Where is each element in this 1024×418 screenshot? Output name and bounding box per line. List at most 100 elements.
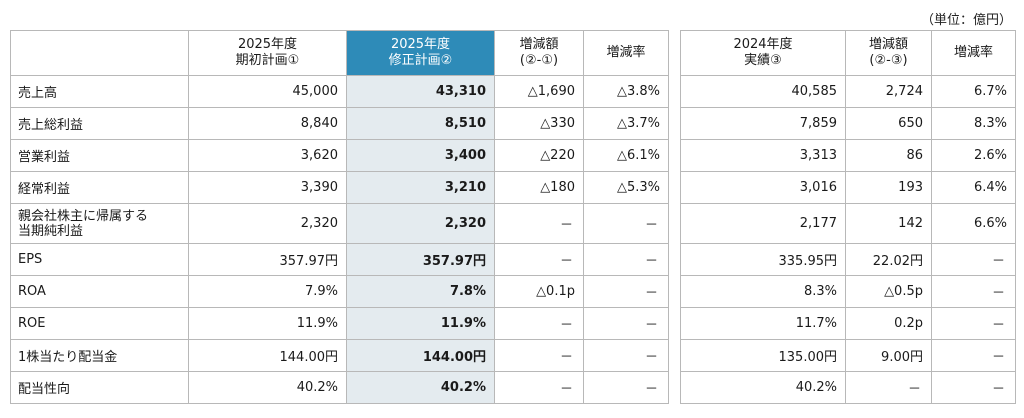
table-cell: 2,724 (845, 75, 932, 108)
table-cell: 11.7% (680, 307, 846, 340)
table-cell: 9.00円 (845, 339, 932, 372)
column-header: 2025年度 期初計画① (188, 30, 347, 76)
table-cell: 43,310 (346, 75, 495, 108)
column-header: 増減率 (583, 30, 669, 76)
table-cell: － (931, 275, 1016, 308)
table-cell: △180 (494, 171, 584, 204)
table-cell: 40,585 (680, 75, 846, 108)
row-label: 経常利益 (10, 171, 189, 204)
table-row: 売上高 45,000 43,310 △1,690 △3.8% (10, 75, 669, 108)
row-label: 親会社株主に帰属する 当期純利益 (10, 203, 189, 244)
table-row: ROA 7.9% 7.8% △0.1p － (10, 275, 669, 308)
table-row: 40,585 2,724 6.7% (680, 75, 1016, 108)
table-cell: 2,320 (346, 203, 495, 244)
table-cell: － (931, 243, 1016, 276)
table-cell: － (583, 371, 669, 404)
table-cell: 11.9% (188, 307, 347, 340)
prior-year-table-header: 2024年度 実績③ 増減額 (②-③) 増減率 (680, 30, 1016, 76)
table-cell: 3,390 (188, 171, 347, 204)
table-cell: 7.8% (346, 275, 495, 308)
table-row: EPS 357.97円 357.97円－－ (10, 243, 669, 276)
table-cell: 40.2% (680, 371, 846, 404)
table-row: ROE 11.9% 11.9% －－ (10, 307, 669, 340)
table-cell: － (931, 371, 1016, 404)
table-cell: 357.97円 (188, 243, 347, 276)
table-cell: △3.7% (583, 107, 669, 140)
table-cell: 6.7% (931, 75, 1016, 108)
table-cell: 135.00円 (680, 339, 846, 372)
table-cell: 650 (845, 107, 932, 140)
table-cell: △330 (494, 107, 584, 140)
column-header: 増減率 (931, 30, 1016, 76)
table-row: 3,313 86 2.6% (680, 139, 1016, 172)
table-row: 営業利益 3,620 3,400 △220 △6.1% (10, 139, 669, 172)
table-cell: 142 (845, 203, 932, 244)
table-cell: － (583, 307, 669, 340)
table-cell: 3,620 (188, 139, 347, 172)
row-label: 1株当たり配当金 (10, 339, 189, 372)
table-cell: － (583, 339, 669, 372)
table-cell: － (494, 339, 584, 372)
table-cell: 144.00円 (188, 339, 347, 372)
table-cell: 86 (845, 139, 932, 172)
table-cell: － (494, 203, 584, 244)
table-row: 経常利益 3,390 3,210 △180 △5.3% (10, 171, 669, 204)
table-cell: － (494, 307, 584, 340)
table-cell: △0.1p (494, 275, 584, 308)
table-row: 8.3% △0.5p － (680, 275, 1016, 308)
table-cell: 11.9% (346, 307, 495, 340)
table-cell: 7,859 (680, 107, 846, 140)
table-cell: 335.95円 (680, 243, 846, 276)
table-cell: 8,840 (188, 107, 347, 140)
column-header: 増減額 (②-③) (845, 30, 932, 76)
row-label: 売上総利益 (10, 107, 189, 140)
table-cell: △5.3% (583, 171, 669, 204)
table-row: 11.7% 0.2p － (680, 307, 1016, 340)
table-cell: 22.02円 (845, 243, 932, 276)
table-cell: 8,510 (346, 107, 495, 140)
table-cell: － (583, 275, 669, 308)
unit-label: （単位：億円） (920, 13, 1012, 28)
table-row: 335.95円 22.02円－ (680, 243, 1016, 276)
column-header: 2025年度 修正計画② (346, 30, 495, 76)
table-cell: － (583, 203, 669, 244)
table-row: 1株当たり配当金 144.00円 144.00円－－ (10, 339, 669, 372)
table-cell: 0.2p (845, 307, 932, 340)
table-cell: － (494, 243, 584, 276)
table-cell: 193 (845, 171, 932, 204)
table-row: 3,016 193 6.4% (680, 171, 1016, 204)
table-cell: △0.5p (845, 275, 932, 308)
table-row: 135.00円 9.00円－ (680, 339, 1016, 372)
table-cell: 144.00円 (346, 339, 495, 372)
table-cell: 40.2% (188, 371, 347, 404)
table-cell: 8.3% (680, 275, 846, 308)
table-cell: 7.9% (188, 275, 347, 308)
table-cell: 8.3% (931, 107, 1016, 140)
table-cell: △1,690 (494, 75, 584, 108)
table-cell: － (494, 371, 584, 404)
table-row: 配当性向 40.2% 40.2% －－ (10, 371, 669, 404)
table-cell: △6.1% (583, 139, 669, 172)
table-cell: 40.2% (346, 371, 495, 404)
row-label: EPS (10, 243, 189, 276)
column-header: 2024年度 実績③ (680, 30, 846, 76)
table-cell: 2,320 (188, 203, 347, 244)
table-cell: 357.97円 (346, 243, 495, 276)
table-row: 親会社株主に帰属する 当期純利益 2,320 2,320 －－ (10, 203, 669, 244)
prior-year-table: 2024年度 実績③ 増減額 (②-③) 増減率 40,585 2,724 6.7% 7,85… (680, 30, 1016, 404)
row-label: 配当性向 (10, 371, 189, 404)
table-cell: 3,313 (680, 139, 846, 172)
table-row: 40.2% －－ (680, 371, 1016, 404)
table-row: 2,177 142 6.6% (680, 203, 1016, 244)
table-cell: 2,177 (680, 203, 846, 244)
row-label: ROA (10, 275, 189, 308)
table-cell: － (931, 339, 1016, 372)
table-row: 7,859 650 8.3% (680, 107, 1016, 140)
table-cell: － (931, 307, 1016, 340)
table-cell: △220 (494, 139, 584, 172)
forecast-table: 2025年度 期初計画① 2025年度 修正計画② 増減額 (②-①) 増減率 売上高 45,… (10, 30, 669, 404)
row-label: 売上高 (10, 75, 189, 108)
table-cell: △3.8% (583, 75, 669, 108)
column-header (10, 30, 189, 76)
table-cell: － (583, 243, 669, 276)
